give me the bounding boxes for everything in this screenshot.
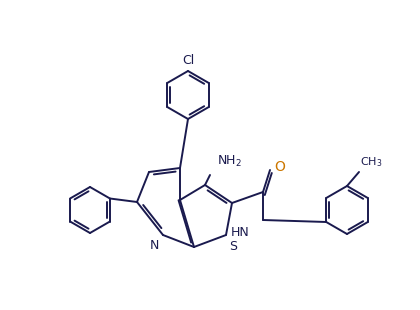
Text: NH$_2$: NH$_2$	[217, 154, 242, 169]
Text: CH$_3$: CH$_3$	[360, 155, 383, 169]
Text: S: S	[229, 240, 237, 253]
Text: N: N	[150, 239, 159, 252]
Text: O: O	[274, 160, 285, 174]
Text: Cl: Cl	[182, 54, 194, 67]
Text: HN: HN	[230, 226, 249, 239]
